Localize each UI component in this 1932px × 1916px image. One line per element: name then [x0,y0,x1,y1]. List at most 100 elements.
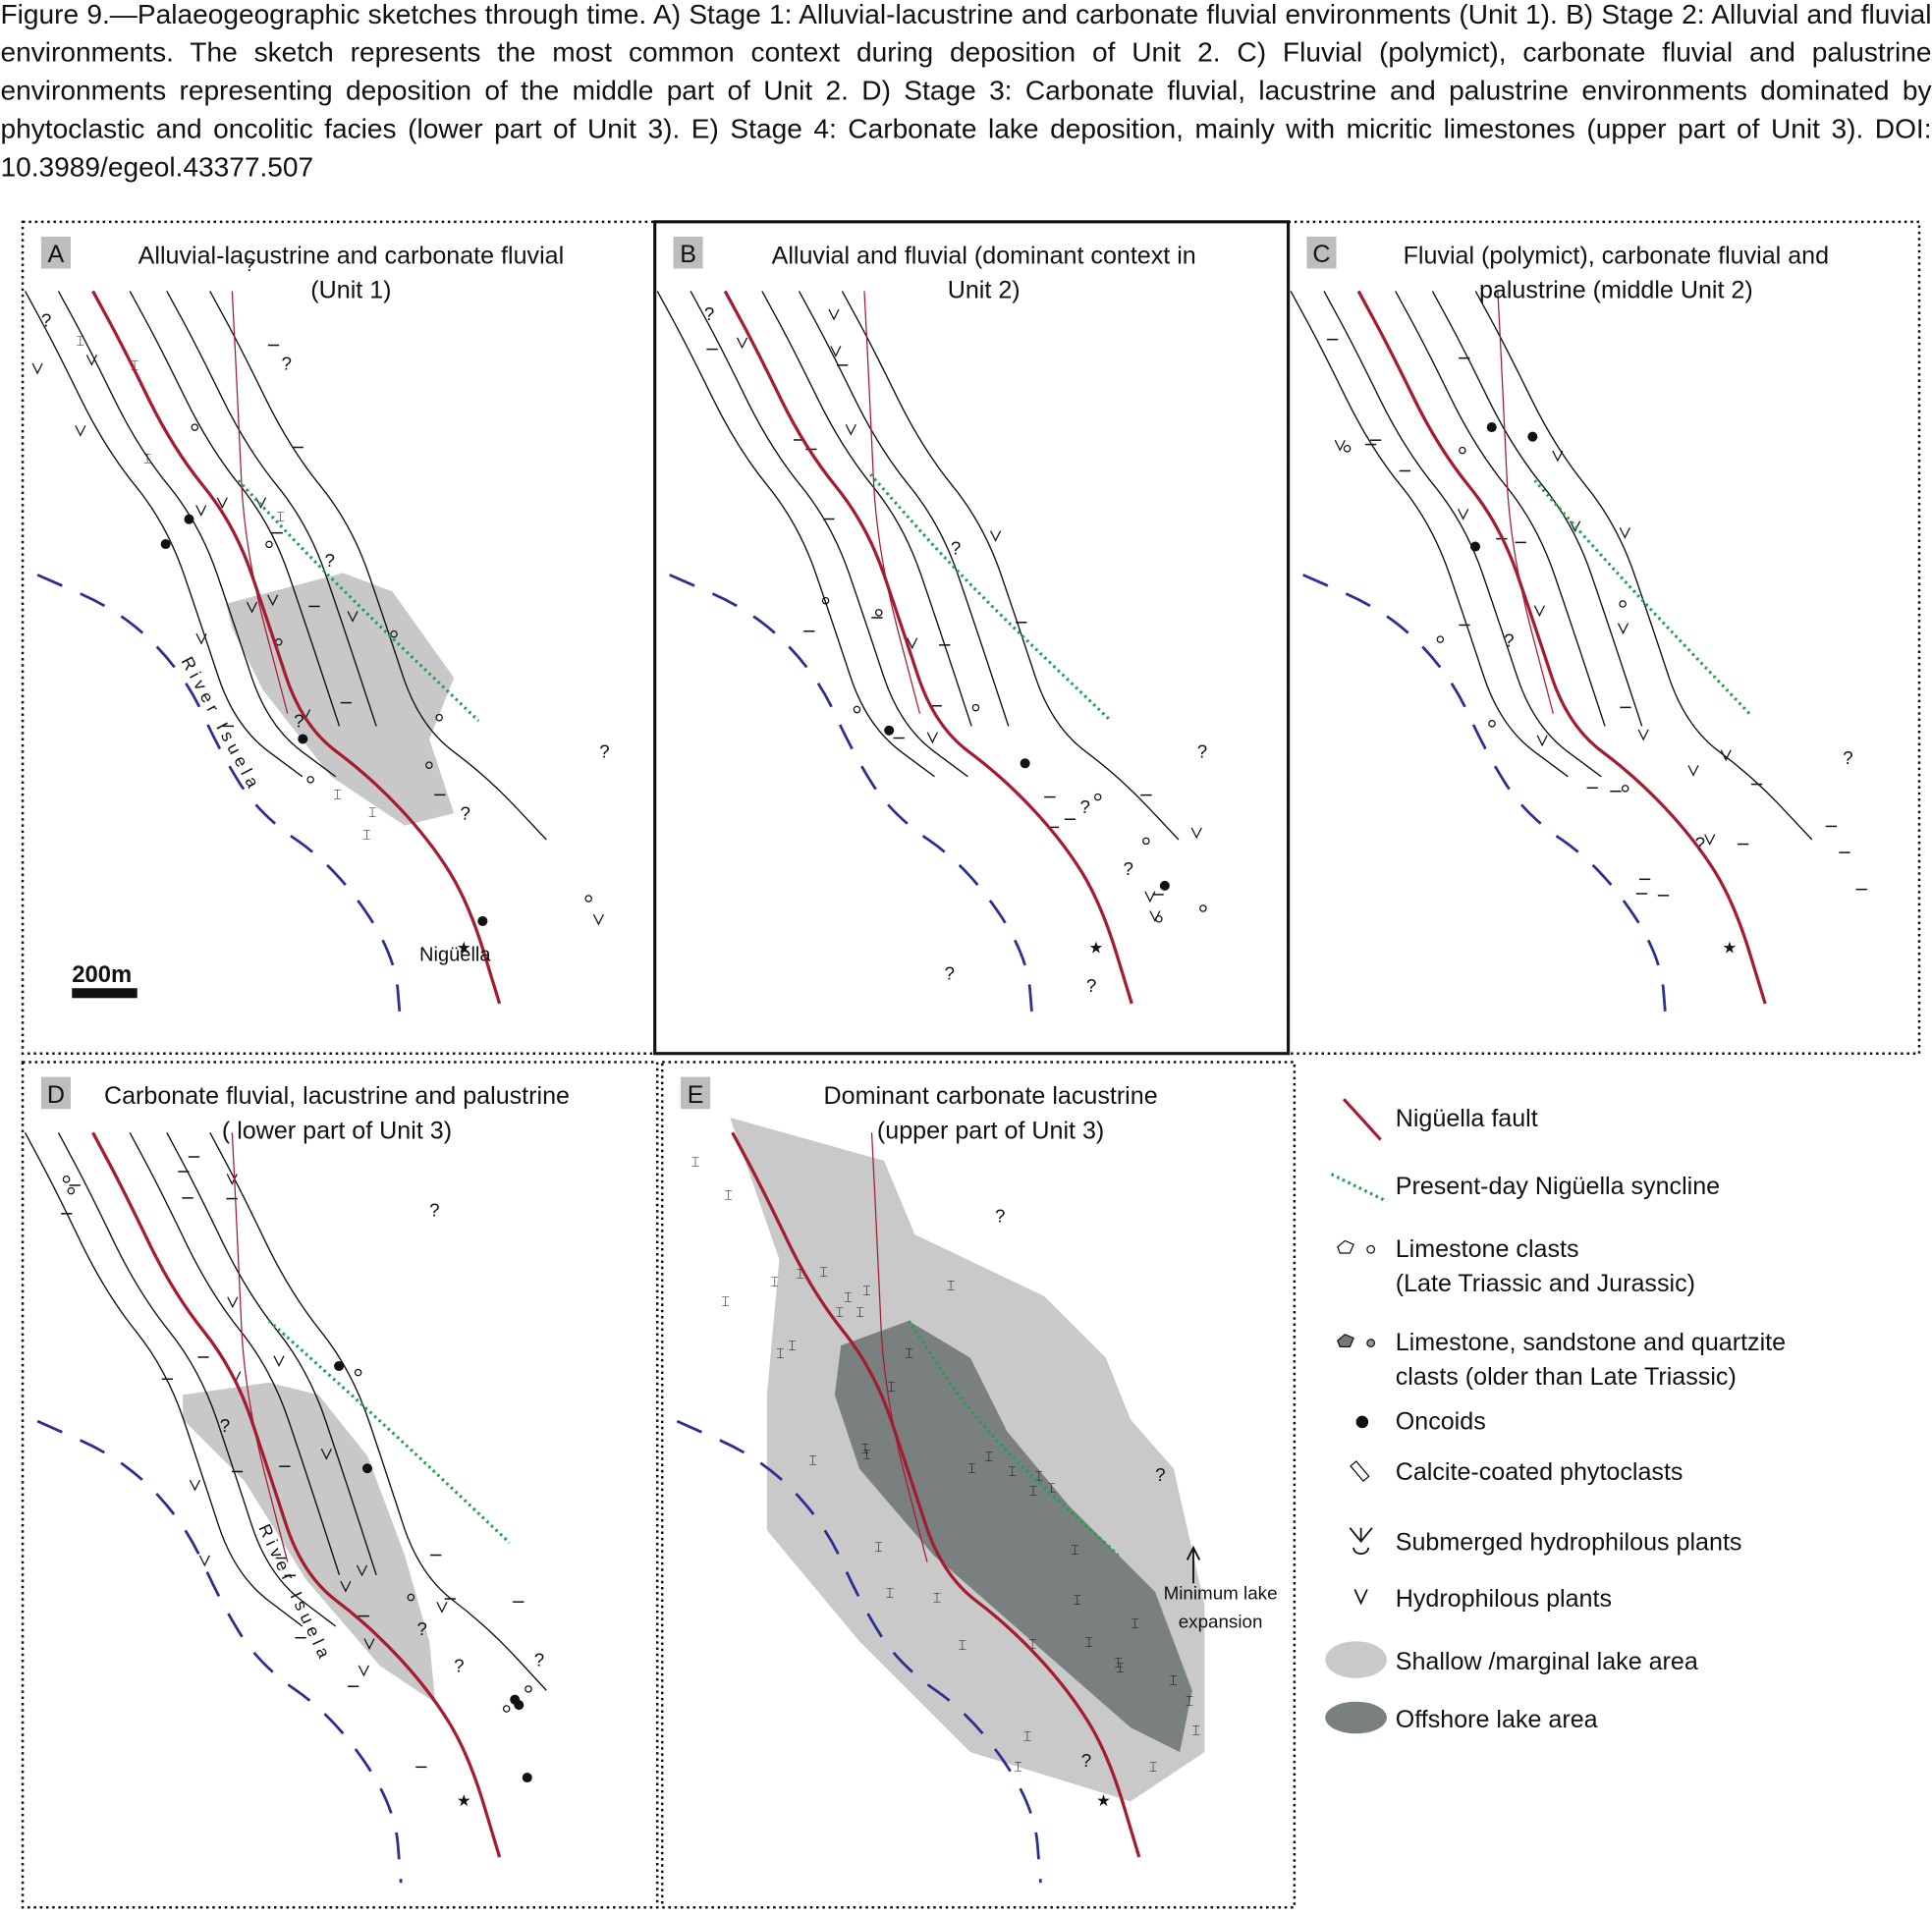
marl-symbol: ⌶ [947,1279,955,1293]
unknown-mark: ? [220,1415,230,1436]
marl-symbol: ⌶ [1192,1723,1200,1737]
marl-symbol: ⌶ [959,1638,966,1653]
river-isuela [676,1419,1042,1884]
panel-letter: E [688,1081,704,1109]
stream [166,1132,377,1575]
legend-label: Submerged hydrophilous plants [1396,1528,1742,1556]
clast [821,596,830,605]
clast [1488,720,1496,728]
plant [216,497,228,510]
stream [656,291,935,778]
marl-symbol: ⌶ [1116,1661,1124,1675]
plant [273,1355,285,1368]
plant [31,362,43,375]
nigüella-fault [91,1131,502,1858]
clast [1142,837,1150,846]
marl-symbol: ⌶ [1085,1635,1093,1650]
village-label: Nigüella [419,945,491,966]
marl-symbol: ⌶ [1149,1760,1157,1775]
clast [354,1368,362,1377]
legend-icon [1337,1334,1354,1347]
clast [1621,785,1629,793]
marl-symbol: ⌶ [862,1284,870,1298]
unknown-mark: ? [1155,1464,1165,1485]
caption: Figure 9.—Palaeogeographic sketches thro… [0,0,1932,183]
unknown-mark: ? [1080,796,1090,817]
scale-label: 200m [72,961,132,988]
panel-letter-box [1306,236,1337,269]
clast [390,630,398,638]
clast [502,1705,511,1713]
legend-icon [1366,1339,1376,1347]
plant [436,1602,448,1614]
plant [1190,827,1202,840]
syncline [869,473,1113,723]
clast [191,423,199,431]
stream [798,291,1010,727]
unknown-mark: ? [417,1618,427,1639]
clast [425,761,433,769]
panel-title: (upper part of Unit 3) [877,1117,1104,1144]
plant [736,337,748,350]
stream [166,291,377,727]
panel-title: Fluvial (polymict), carbonate fluvial an… [1404,242,1829,269]
oncoid [884,725,895,736]
oncoid [361,1463,372,1474]
marl-symbol: ⌶ [933,1591,941,1606]
legend-label: Offshore lake area [1396,1706,1598,1733]
plant [195,632,207,645]
marl-symbol: ⌶ [77,334,84,349]
clast [265,540,273,549]
clast [62,1176,71,1183]
nigüella-fault [1356,290,1767,1005]
plant [1144,891,1156,903]
map-panel: ⌶ ⌶ ⌶ ⌶ ⌶ ⌶ ⌶ ★??????? A Alluvial-lacustrine and … [21,220,656,1055]
panel-letter: C [1312,241,1330,268]
legend-label: clasts (older than Late Triassic) [1396,1363,1737,1391]
oncoid [1486,422,1497,433]
legend-label: Shallow /marginal lake area [1396,1648,1698,1675]
marl-symbol: ⌶ [776,1346,784,1361]
village-star: ★ [1722,940,1737,958]
plant [592,913,605,926]
marl-symbol: ⌶ [862,1448,870,1462]
stream [761,291,972,727]
clast [875,609,883,617]
plant [1637,729,1649,741]
marl-symbol: ⌶ [143,452,151,466]
map-panel: ★??? C Fluvial (polymict), carbonate fluvi… [1287,220,1921,1055]
note-arrow [1186,1545,1201,1584]
legend-icon [1349,1527,1373,1555]
panel-title: Alluvial-lacustrine and carbonate fluvia… [138,242,565,269]
village-star: ★ [457,1792,471,1810]
unknown-mark: ? [282,353,292,373]
legend-icon [1350,1460,1370,1483]
clast [306,776,314,784]
stream [209,291,547,841]
plant [1149,910,1161,922]
nigüella-fault [731,1131,1141,1858]
stream [24,1132,304,1627]
unknown-mark: ? [1197,741,1207,762]
marl-symbol: ⌶ [1071,1543,1078,1558]
plant [226,1174,238,1185]
panel-title: (Unit 1) [310,277,391,304]
river-label: River Isuela [178,653,265,794]
plant [1617,623,1629,635]
legend-label: Limestone clasts [1396,1235,1579,1263]
marl-symbol: ⌶ [1028,1637,1036,1652]
clast [407,1593,415,1602]
unknown-mark: ? [460,802,469,823]
minor-fault [231,291,289,714]
clast [1459,446,1466,455]
plant [320,1449,332,1460]
lake-note: expansion [1179,1611,1263,1631]
marl-symbol: ⌶ [724,1188,732,1203]
minor-fault [870,1132,928,1562]
marl-symbol: ⌶ [967,1461,975,1476]
clast [853,705,861,714]
plant [75,425,86,437]
legend-icon [1355,1415,1369,1429]
plant [267,594,279,607]
